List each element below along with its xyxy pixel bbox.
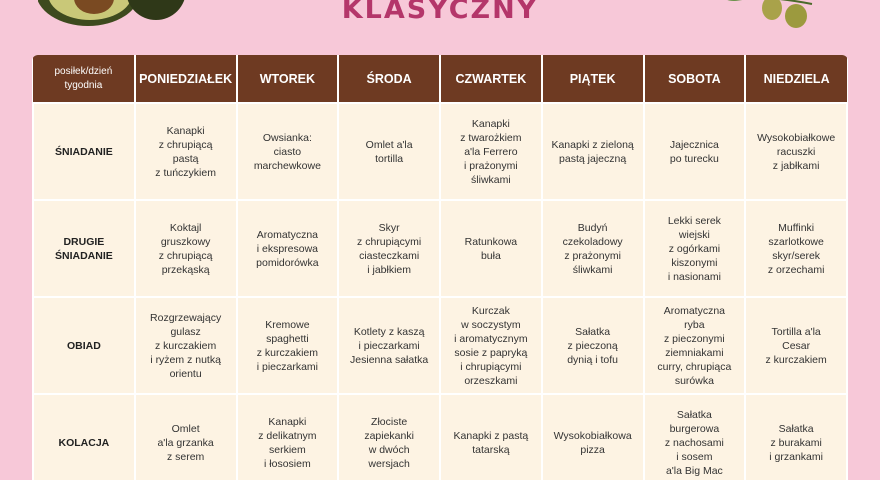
- table-cell: Sałatka burgerowa z nachosami i sosem a'…: [642, 393, 747, 480]
- table-cell: Kanapki z pastą tatarską: [439, 393, 543, 480]
- meal-plan-table-container: posiłek/dzień tygodnia PONIEDZIAŁEK WTOR…: [32, 55, 848, 480]
- table-cell: Wysokobiałkowe racuszki z jabłkami: [744, 102, 848, 201]
- table-row-dinner: KOLACJA Omlet a'la grzanka z serem Kanap…: [32, 393, 848, 480]
- header-day-monday: PONIEDZIAŁEK: [134, 55, 238, 103]
- table-cell: Wysokobiałkowa pizza: [540, 393, 645, 480]
- table-header-row: posiłek/dzień tygodnia PONIEDZIAŁEK WTOR…: [33, 55, 847, 103]
- page-title: KLASYCZNY: [341, 0, 539, 25]
- header-day-wednesday: ŚRODA: [338, 55, 441, 103]
- table-cell: Sałatka z burakami i grzankami: [744, 393, 848, 480]
- olive-branch-illustration: [726, 0, 813, 28]
- table-cell: Koktajl gruszkowy z chrupiącą przekąską: [133, 199, 238, 298]
- table-cell: Owsianka: ciasto marchewkowe: [235, 102, 340, 201]
- table-cell: Lekki serek wiejski z ogórkami kiszonymi…: [642, 199, 747, 298]
- table-cell: Kanapki z zieloną pastą jajeczną: [540, 102, 645, 201]
- header-day-thursday: CZWARTEK: [440, 55, 543, 103]
- table-cell: Złociste zapiekanki w dwóch wersjach: [337, 393, 441, 480]
- table-row-lunch: OBIAD Rozgrzewający gulasz z kurczakiem …: [32, 296, 848, 395]
- header-day-friday: PIĄTEK: [541, 55, 645, 103]
- table-cell: Omlet a'la tortilla: [337, 102, 441, 201]
- table-cell: Ratunkowa buła: [439, 199, 543, 298]
- table-cell: Kremowe spaghetti z kurczakiem i pieczar…: [235, 296, 340, 395]
- header-day-sunday: NIEDZIELA: [745, 55, 847, 103]
- table-cell: Kanapki z chrupiącą pastą z tuńczykiem: [133, 102, 238, 201]
- table-cell: Tortilla a'la Cesar z kurczakiem: [744, 296, 848, 395]
- table-cell: Rozgrzewający gulasz z kurczakiem i ryże…: [133, 296, 238, 395]
- table-cell: Kurczak w soczystym i aromatycznym sosie…: [439, 296, 543, 395]
- header-day-saturday: SOBOTA: [643, 55, 747, 103]
- meal-label: DRUGIE ŚNIADANIE: [32, 199, 136, 298]
- table-row-breakfast: ŚNIADANIE Kanapki z chrupiącą pastą z tu…: [32, 102, 848, 201]
- meal-plan-table: posiłek/dzień tygodnia PONIEDZIAŁEK WTOR…: [32, 55, 848, 480]
- avocado-illustration: [38, 0, 185, 26]
- table-row-second-breakfast: DRUGIE ŚNIADANIE Koktajl gruszkowy z chr…: [32, 199, 848, 298]
- table-cell: Skyr z chrupiącymi ciasteczkami i jabłki…: [337, 199, 441, 298]
- table-cell: Omlet a'la grzanka z serem: [133, 393, 238, 480]
- meal-label: OBIAD: [32, 296, 136, 395]
- table-cell: Muffinki szarlotkowe skyr/serek z orzech…: [744, 199, 848, 298]
- table-cell: Jajecznica po turecku: [642, 102, 747, 201]
- header-corner: posiłek/dzień tygodnia: [33, 55, 136, 103]
- table-cell: Kotlety z kaszą i pieczarkami Jesienna s…: [337, 296, 441, 395]
- table-cell: Sałatka z pieczoną dynią i tofu: [540, 296, 645, 395]
- table-cell: Kanapki z twarożkiem a'la Ferrero i praż…: [439, 102, 543, 201]
- table-cell: Aromatyczna ryba z pieczonymi ziemniakam…: [642, 296, 747, 395]
- table-cell: Aromatyczna i ekspresowa pomidorówka: [235, 199, 340, 298]
- table-cell: Kanapki z delikatnym serkiem i łososiem: [235, 393, 340, 480]
- table-cell: Budyń czekoladowy z prażonymi śliwkami: [540, 199, 645, 298]
- meal-label: ŚNIADANIE: [32, 102, 136, 201]
- meal-label: KOLACJA: [32, 393, 136, 480]
- header-day-tuesday: WTOREK: [236, 55, 340, 103]
